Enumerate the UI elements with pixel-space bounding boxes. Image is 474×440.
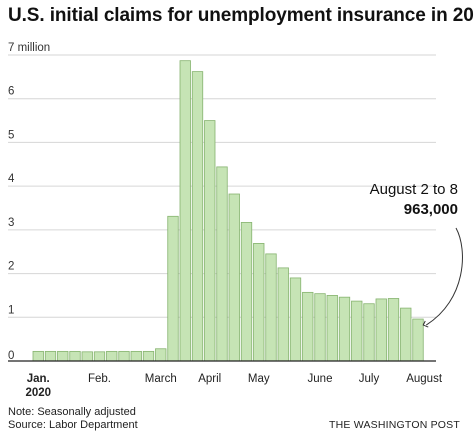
bar: [302, 291, 314, 362]
bar: [106, 350, 118, 362]
x-tick-label: June: [308, 373, 333, 385]
annotation-label: August 2 to 8: [369, 181, 458, 198]
bar: [118, 350, 130, 362]
bar: [387, 298, 400, 362]
y-tick-label: 5: [8, 129, 14, 141]
annotation-value: 963,000: [403, 201, 458, 218]
bar: [191, 71, 204, 362]
x-tick-label: Jan.: [27, 373, 50, 385]
bar: [265, 253, 277, 362]
bar: [400, 307, 412, 362]
bar: [57, 350, 69, 362]
x-tick-label: May: [248, 373, 270, 385]
bar: [130, 350, 142, 362]
annotation-arrowhead: [422, 320, 429, 328]
bar: [363, 303, 375, 362]
y-tick-label: 0: [8, 350, 14, 362]
bar: [351, 300, 363, 362]
bar: [167, 215, 179, 362]
bar: [412, 318, 424, 362]
x-tick-label: March: [145, 373, 177, 385]
chart-title: U.S. initial claims for unemployment ins…: [8, 5, 474, 26]
annotation-leader: [425, 227, 463, 326]
bar: [142, 350, 155, 362]
bar: [155, 348, 167, 362]
bar: [277, 267, 289, 362]
x-tick-sublabel: 2020: [25, 387, 51, 399]
bar: [289, 277, 302, 362]
bar: [326, 295, 338, 362]
x-tick-label: Feb.: [88, 373, 111, 385]
bar: [240, 222, 253, 362]
bar: [44, 350, 57, 362]
bar: [32, 350, 44, 362]
x-tick-label: August: [406, 373, 443, 385]
bar: [216, 166, 228, 362]
annotation: August 2 to 8 963,000: [370, 180, 458, 220]
y-tick-label: 2: [8, 261, 14, 273]
y-tick-label: 7 million: [8, 42, 50, 54]
bar: [69, 350, 81, 362]
bar: [179, 60, 191, 362]
bar: [314, 293, 326, 362]
y-tick-label: 6: [8, 86, 14, 98]
publisher-credit: THE WASHINGTON POST: [329, 419, 460, 431]
source-note: Source: Labor Department: [8, 419, 138, 431]
note-seasonally-adjusted: Note: Seasonally adjusted: [8, 406, 136, 418]
y-tick-label: 3: [8, 217, 14, 229]
bar: [253, 243, 265, 362]
y-tick-label: 1: [8, 304, 14, 316]
y-tick-label: 4: [8, 173, 15, 185]
x-tick-label: April: [198, 373, 221, 385]
x-tick-label: July: [359, 373, 380, 385]
bar: [338, 296, 351, 362]
bar: [81, 351, 93, 362]
footer-notes: Note: Seasonally adjusted Source: Labor …: [8, 406, 138, 432]
bar: [204, 120, 216, 362]
bar: [375, 298, 387, 362]
bar: [93, 351, 106, 362]
bar: [228, 193, 240, 362]
